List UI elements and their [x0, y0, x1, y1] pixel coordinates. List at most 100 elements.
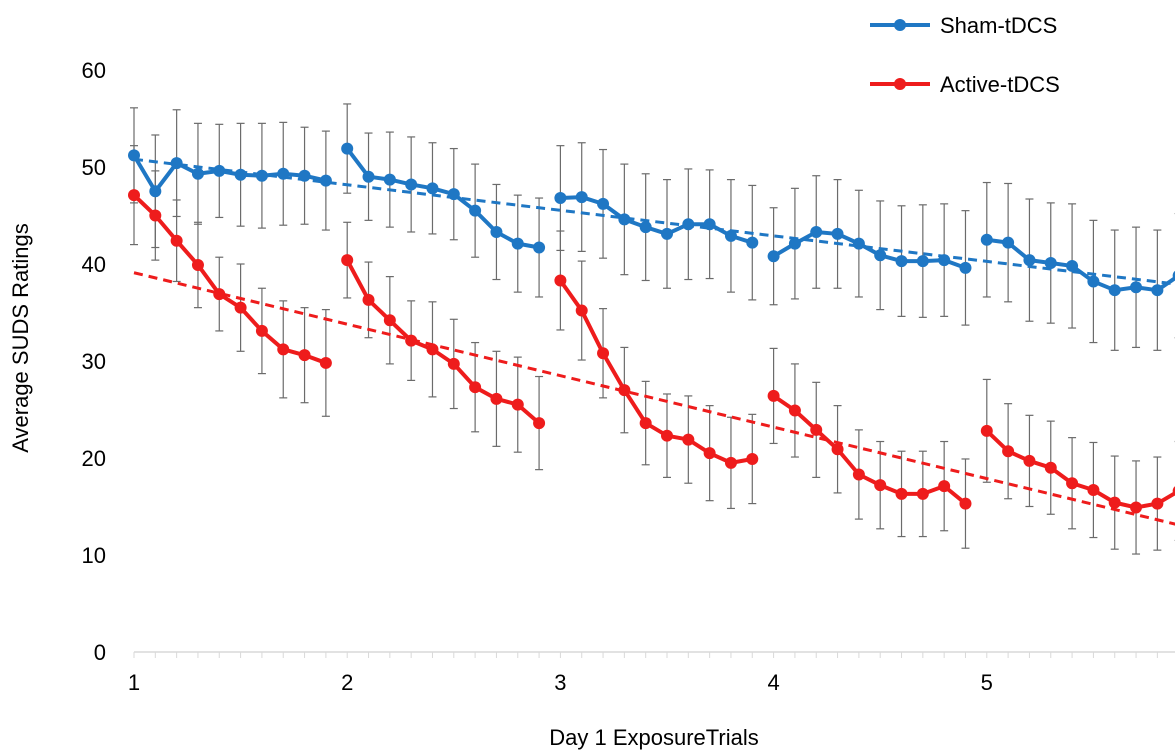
data-point [853, 468, 865, 480]
data-point [299, 170, 311, 182]
data-point [405, 335, 417, 347]
data-point [299, 349, 311, 361]
y-tick-label: 30 [82, 349, 106, 374]
data-point [1002, 445, 1014, 457]
plot-area [128, 104, 1175, 554]
data-point [789, 238, 801, 250]
x-tick-label: 5 [981, 670, 993, 695]
data-point [938, 480, 950, 492]
x-tick-label: 1 [128, 670, 140, 695]
data-point [661, 228, 673, 240]
data-point [320, 357, 332, 369]
data-point [128, 189, 140, 201]
data-point [512, 238, 524, 250]
data-point [1066, 477, 1078, 489]
data-point [171, 235, 183, 247]
data-point [896, 488, 908, 500]
data-point [1087, 275, 1099, 287]
data-point [746, 237, 758, 249]
data-point [874, 479, 886, 491]
x-tick-label: 2 [341, 670, 353, 695]
data-point [1045, 462, 1057, 474]
data-point [1002, 237, 1014, 249]
data-point [213, 165, 225, 177]
data-point [384, 314, 396, 326]
legend-label: Sham-tDCS [940, 13, 1057, 38]
data-point [490, 393, 502, 405]
data-point [810, 424, 822, 436]
y-tick-label: 20 [82, 446, 106, 471]
data-point [192, 168, 204, 180]
data-point [256, 170, 268, 182]
data-point [192, 259, 204, 271]
data-point [917, 255, 929, 267]
x-tick-labels: 1 2 3 4 5 [128, 670, 993, 695]
data-point [277, 168, 289, 180]
series-line [560, 197, 752, 243]
data-point [1109, 497, 1121, 509]
series-line [347, 260, 539, 423]
data-point [533, 242, 545, 254]
data-point [746, 453, 758, 465]
legend-label: Active-tDCS [940, 72, 1060, 97]
data-point [341, 143, 353, 155]
legend-marker [894, 19, 906, 31]
legend-marker [894, 78, 906, 90]
x-axis-title: Day 1 ExposureTrials [549, 725, 758, 750]
y-axis-title: Average SUDS Ratings [8, 223, 33, 453]
data-point [640, 221, 652, 233]
data-point [426, 182, 438, 194]
data-point [149, 185, 161, 197]
data-point [1023, 254, 1035, 266]
data-point [171, 157, 183, 169]
y-tick-labels: 0 10 20 30 40 50 60 [82, 58, 106, 665]
data-point [426, 343, 438, 355]
y-tick-label: 60 [82, 58, 106, 83]
series [128, 143, 1175, 297]
data-point [959, 262, 971, 274]
data-point [832, 443, 844, 455]
data-point [725, 457, 737, 469]
data-point [363, 171, 375, 183]
data-point [405, 178, 417, 190]
data-point [682, 434, 694, 446]
data-point [661, 430, 673, 442]
data-point [1151, 284, 1163, 296]
data-point [768, 390, 780, 402]
data-point [874, 249, 886, 261]
x-tick-label: 3 [554, 670, 566, 695]
data-point [789, 404, 801, 416]
y-tick-label: 50 [82, 155, 106, 180]
data-point [725, 230, 737, 242]
data-point [597, 198, 609, 210]
series [128, 189, 1175, 513]
data-point [554, 192, 566, 204]
data-point [320, 175, 332, 187]
data-point [576, 305, 588, 317]
trend-line [134, 159, 1175, 284]
data-point [597, 347, 609, 359]
data-point [853, 238, 865, 250]
data-point [128, 149, 140, 161]
x-minor-ticks [134, 652, 1157, 658]
data-point [768, 250, 780, 262]
data-point [1087, 484, 1099, 496]
data-point [1045, 257, 1057, 269]
data-point [1023, 455, 1035, 467]
series-line [134, 195, 326, 363]
data-point [469, 381, 481, 393]
data-point [533, 417, 545, 429]
data-point [576, 191, 588, 203]
data-point [235, 169, 247, 181]
data-point [490, 226, 502, 238]
series-line [987, 431, 1175, 508]
axes: 0 10 20 30 40 50 60 1 2 3 4 5 Day 1 ExposureTrials… [8, 58, 1175, 750]
data-point [640, 417, 652, 429]
data-point [256, 325, 268, 337]
data-point [341, 254, 353, 266]
data-point [704, 447, 716, 459]
data-point [959, 498, 971, 510]
data-point [832, 228, 844, 240]
x-tick-label: 4 [767, 670, 779, 695]
